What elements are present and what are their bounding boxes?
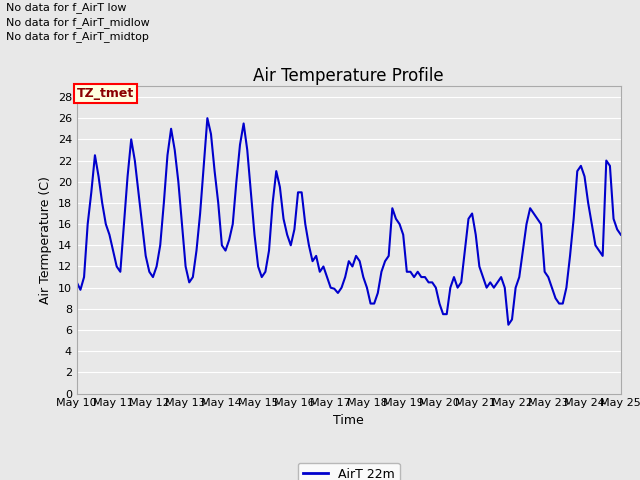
Title: Air Temperature Profile: Air Temperature Profile bbox=[253, 67, 444, 85]
Text: No data for f_AirT_midtop: No data for f_AirT_midtop bbox=[6, 31, 149, 42]
Y-axis label: Air Termperature (C): Air Termperature (C) bbox=[39, 176, 52, 304]
Text: No data for f_AirT_midlow: No data for f_AirT_midlow bbox=[6, 17, 150, 28]
Text: TZ_tmet: TZ_tmet bbox=[77, 87, 134, 100]
Text: No data for f_AirT low: No data for f_AirT low bbox=[6, 2, 127, 13]
X-axis label: Time: Time bbox=[333, 414, 364, 427]
Legend: AirT 22m: AirT 22m bbox=[298, 463, 399, 480]
